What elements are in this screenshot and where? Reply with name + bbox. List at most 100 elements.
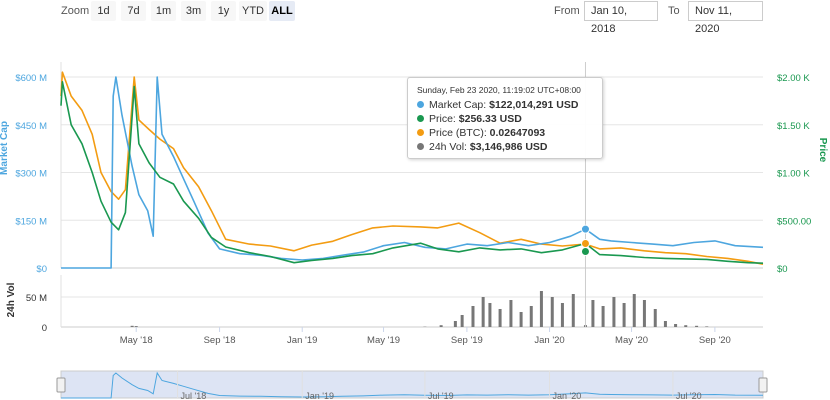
market-cap-dot-icon <box>417 101 424 108</box>
zoom-button-1m[interactable]: 1m <box>151 1 176 21</box>
y-right-tick-label: $500.00 <box>777 216 811 227</box>
x-tick-label: Sep '18 <box>204 335 236 346</box>
to-date-input[interactable]: Nov 11, 2020 <box>688 1 763 35</box>
volume-dot-icon <box>417 143 424 150</box>
volume-bar <box>471 306 475 327</box>
y-right-tick-label: $0 <box>777 264 788 275</box>
hover-markers <box>580 224 590 257</box>
x-tick-label: Jan '20 <box>534 335 564 346</box>
volume-bar <box>481 297 485 327</box>
navigator-tick-label: Jan '20 <box>553 391 582 400</box>
y-left-tick-label: $150 M <box>15 216 47 227</box>
price-btc-line <box>60 71 764 265</box>
volume-bar <box>519 312 523 327</box>
x-tick-label: Jan '19 <box>287 335 317 346</box>
x-tick-label: Sep '20 <box>699 335 731 346</box>
tooltip-value: 0.02647093 <box>489 127 546 139</box>
zoom-button-7d[interactable]: 7d <box>121 1 146 21</box>
volume-bar <box>488 303 492 327</box>
volume-bar <box>529 306 533 327</box>
grid-lines <box>60 62 763 328</box>
volume-bar <box>498 309 502 327</box>
y-left-axis-title: Market Cap <box>0 121 10 175</box>
tooltip-date: Sunday, Feb 23 2020, 11:19:02 UTC+08:00 <box>417 85 581 95</box>
volume-bar <box>134 326 138 327</box>
zoom-button-ytd[interactable]: YTD <box>239 1 267 21</box>
zoom-button-all[interactable]: ALL <box>269 1 295 21</box>
navigator-tick-label: Jul '20 <box>676 391 702 400</box>
y-right-tick-label: $2.00 K <box>777 73 810 84</box>
volume-bar <box>130 325 134 327</box>
volume-bar <box>453 321 457 327</box>
volume-bar <box>653 309 657 327</box>
volume-bar <box>622 303 626 327</box>
navigator-series-line <box>61 371 764 399</box>
navigator-handle-left[interactable] <box>56 377 66 393</box>
zoom-label: Zoom <box>61 5 90 17</box>
tooltip-value: $3,146,986 USD <box>469 141 548 153</box>
volume-bar <box>663 321 667 327</box>
tooltip-label: Market Cap: <box>429 99 487 111</box>
from-label: From <box>554 5 580 17</box>
volume-bar <box>571 294 575 327</box>
x-tick-label: May '20 <box>615 335 648 346</box>
y-left-tick-label: $600 M <box>15 73 47 84</box>
volume-bar <box>509 300 513 327</box>
tooltip-value: $122,014,291 USD <box>489 99 579 111</box>
tooltip-row-volume: 24h Vol: $3,146,986 USD <box>417 140 548 154</box>
volume-series <box>130 291 709 327</box>
market-cap-line <box>61 76 764 269</box>
from-date-input[interactable]: Jan 10, 2018 <box>584 1 658 35</box>
y-right-tick-label: $1.50 K <box>777 121 810 132</box>
volume-bar <box>439 325 443 327</box>
line-series <box>60 71 764 269</box>
volume-bar <box>550 297 554 327</box>
volume-bar <box>460 315 464 327</box>
volume-bar <box>642 300 646 327</box>
y-left-tick-label: $0 <box>36 264 47 275</box>
y-right-axis-title: Price <box>817 138 828 163</box>
market-cap-marker <box>580 224 590 234</box>
volume-tick-label: 0 <box>42 323 47 334</box>
price-line <box>60 81 764 264</box>
volume-tick-label: 50 M <box>26 293 47 304</box>
volume-axis-title: 24h Vol <box>6 282 17 317</box>
volume-bar <box>684 325 688 327</box>
axes: $0 $150 M $300 M $450 M $600 M $0 $500.00 $1.00… <box>0 73 828 346</box>
volume-bar <box>612 297 616 327</box>
volume-bar <box>632 294 636 327</box>
zoom-button-3m[interactable]: 3m <box>181 1 206 21</box>
tooltip-label: Price: <box>429 113 456 125</box>
volume-bar <box>705 326 709 327</box>
volume-bar <box>539 291 543 327</box>
x-tick-label: May '18 <box>120 335 153 346</box>
tooltip-value: $256.33 USD <box>458 113 522 125</box>
volume-bar <box>601 306 605 327</box>
zoom-button-1d[interactable]: 1d <box>91 1 116 21</box>
x-tick-label: Sep '19 <box>451 335 483 346</box>
navigator[interactable]: Jul '18 Jan '19 Jul '19 Jan '20 Jul '20 <box>56 370 768 400</box>
price-marker <box>580 247 590 257</box>
y-left-tick-label: $300 M <box>15 169 47 180</box>
chart-tooltip: Sunday, Feb 23 2020, 11:19:02 UTC+08:00 … <box>407 77 603 159</box>
navigator-tick-label: Jul '18 <box>181 391 207 400</box>
zoom-button-1y[interactable]: 1y <box>211 1 236 21</box>
tooltip-label: Price (BTC): <box>429 127 487 139</box>
navigator-tick-label: Jan '19 <box>305 391 334 400</box>
y-right-tick-label: $1.00 K <box>777 169 810 180</box>
tooltip-label: 24h Vol: <box>429 141 467 153</box>
navigator-selection <box>60 370 764 399</box>
navigator-handle-right[interactable] <box>758 377 768 393</box>
to-label: To <box>668 5 680 17</box>
price-btc-dot-icon <box>417 129 424 136</box>
navigator-tick-label: Jul '19 <box>428 391 454 400</box>
volume-bar <box>560 303 564 327</box>
tooltip-row-market-cap: Market Cap: $122,014,291 USD <box>417 98 578 112</box>
volume-bar <box>695 325 699 327</box>
x-tick-label: May '19 <box>367 335 400 346</box>
tooltip-row-price: Price: $256.33 USD <box>417 112 522 126</box>
volume-bar <box>591 300 595 327</box>
price-btc-marker <box>580 239 590 249</box>
volume-bar <box>674 324 678 327</box>
